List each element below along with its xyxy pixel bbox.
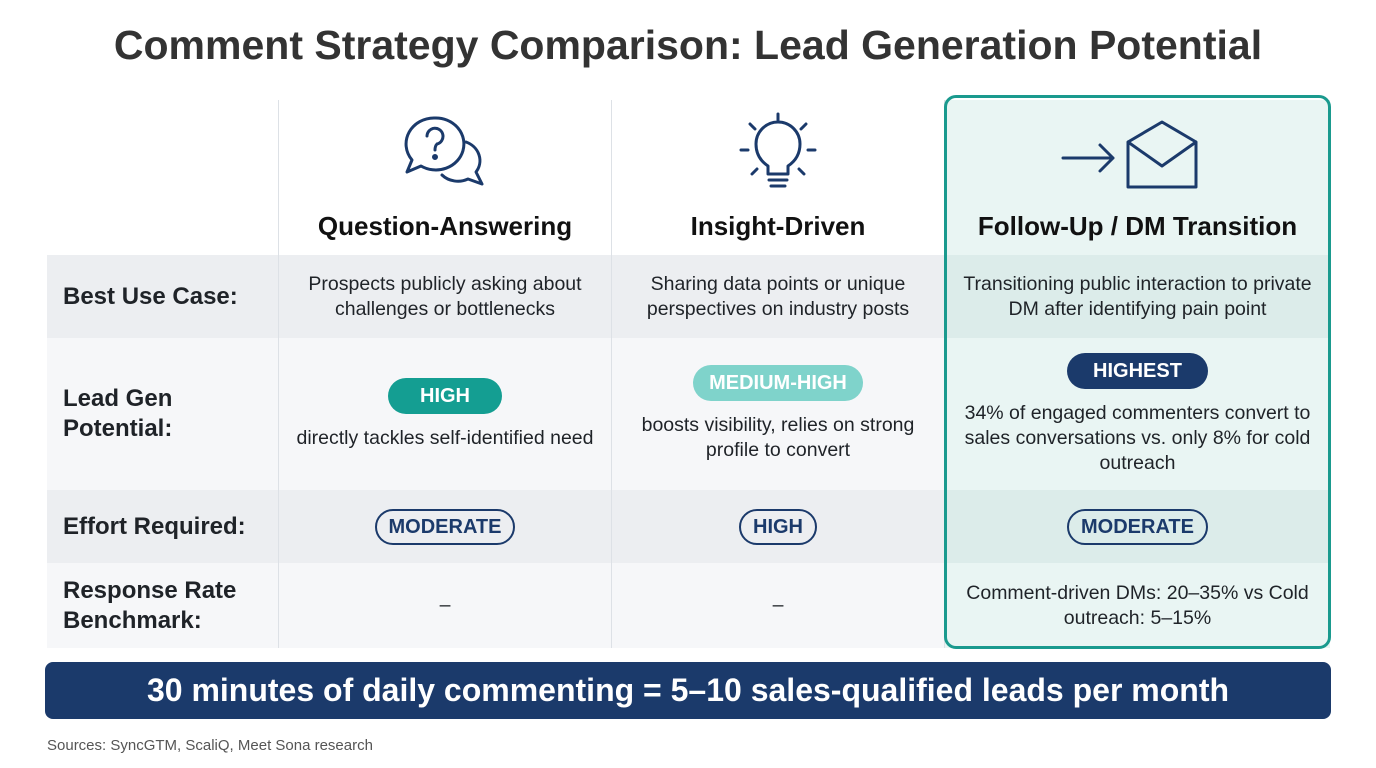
badge: MODERATE — [1067, 508, 1208, 545]
badge: HIGHEST — [1067, 352, 1208, 389]
badge: HIGH — [739, 508, 817, 545]
cell-text: Prospects publicly asking about challeng… — [308, 272, 582, 320]
row-label: Best Use Case: — [47, 255, 278, 338]
column-header: Follow-Up / DM Transition — [944, 100, 1330, 255]
dm-icon — [1061, 120, 1198, 189]
cell-text: Comment-driven DMs: 20–35% vs Cold outre… — [966, 581, 1309, 629]
table-cell: – — [611, 563, 944, 648]
badge: HIGH — [388, 377, 502, 414]
row-label: Response Rate Benchmark: — [47, 563, 278, 648]
cell-text: directly tackles self-identified need — [296, 426, 594, 449]
table-cell: HIGH — [611, 490, 944, 563]
table-cell: Comment-driven DMs: 20–35% vs Cold outre… — [944, 563, 1330, 648]
row-label: Effort Required: — [47, 490, 278, 563]
sources: Sources: SyncGTM, ScaliQ, Meet Sona rese… — [47, 737, 373, 754]
row-label: Lead Gen Potential: — [47, 338, 278, 490]
title: Comment Strategy Comparison: Lead Genera… — [113, 22, 1263, 68]
table-cell: Transitioning public interaction to priv… — [944, 255, 1330, 338]
cell-text: – — [772, 594, 784, 616]
column-header: Question-Answering — [278, 100, 611, 255]
table-cell: HIGH directly tackles self-identified nee… — [278, 338, 611, 490]
question-icon — [404, 116, 484, 186]
cell-text: – — [439, 594, 451, 616]
comparison-table: Question-Answering Insight-Driven Follow-U… — [47, 100, 1330, 648]
badge: MODERATE — [374, 508, 516, 545]
table-cell: HIGHEST 34% of engaged commenters convert… — [944, 338, 1330, 490]
column-header: Insight-Driven — [611, 100, 944, 255]
cell-text: Transitioning public interaction to priv… — [963, 272, 1312, 320]
banner: 30 minutes of daily commenting = 5–10 sa… — [45, 662, 1331, 719]
cell-text: Sharing data points or unique perspectiv… — [646, 272, 910, 320]
table-cell: MEDIUM-HIGH boosts visibility, relies on … — [611, 338, 944, 490]
corner — [47, 100, 278, 255]
badge: MEDIUM-HIGH — [693, 365, 863, 401]
table-cell: Prospects publicly asking about challeng… — [278, 255, 611, 338]
table-cell: MODERATE — [944, 490, 1330, 563]
table-cell: Sharing data points or unique perspectiv… — [611, 255, 944, 338]
cell-text: 34% of engaged commenters convert to sal… — [964, 401, 1311, 474]
table-cell: – — [278, 563, 611, 648]
cell-text: boosts visibility, relies on strong prof… — [641, 414, 915, 461]
table-cell: MODERATE — [278, 490, 611, 563]
bulb-icon — [739, 112, 817, 188]
